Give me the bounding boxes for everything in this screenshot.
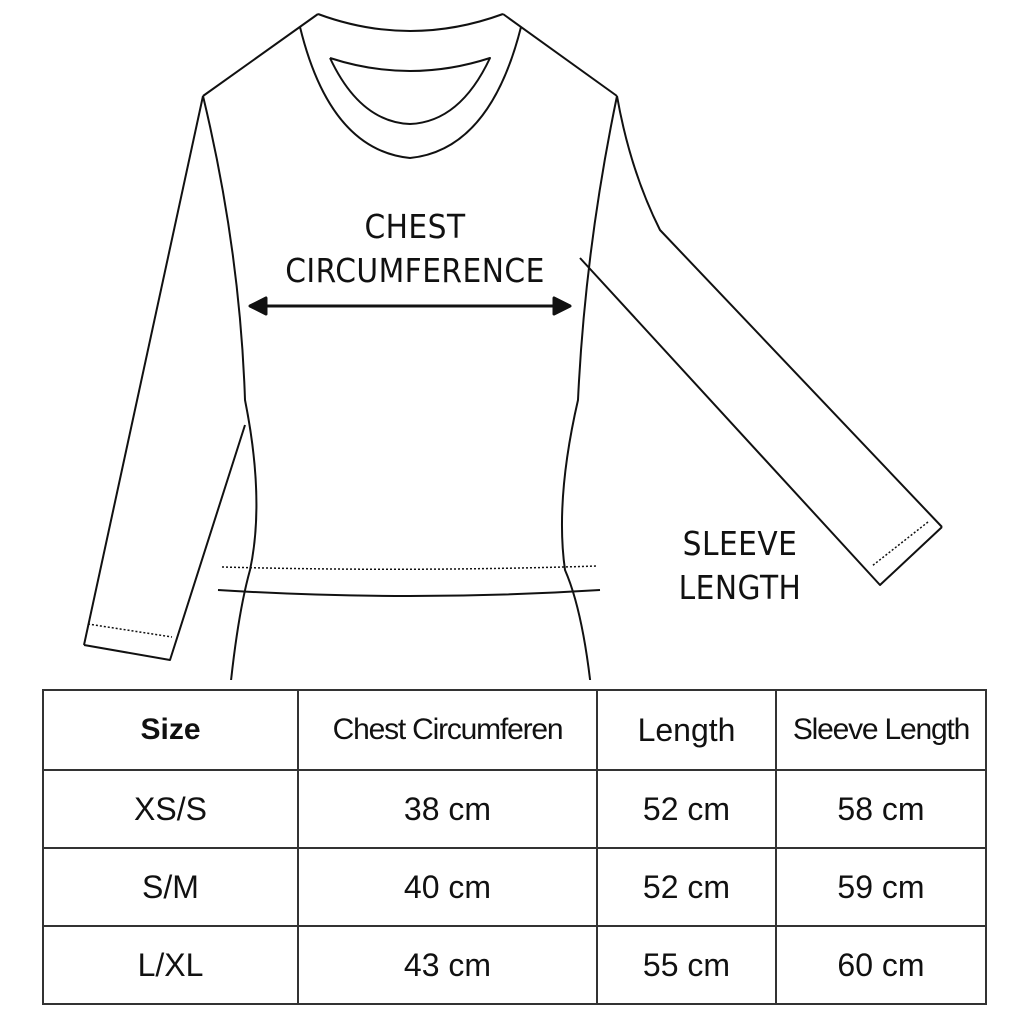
shoulder-left: [202, 13, 319, 97]
body-right-side: [560, 95, 618, 680]
right-sleeve-outer: [616, 95, 943, 528]
size-table: Size Chest Circumferen Length Sleeve Len…: [42, 689, 987, 1005]
cell-chest: 43 cm: [297, 925, 598, 1005]
cell-sleeve: 60 cm: [775, 925, 987, 1005]
chest-arrow: [248, 296, 572, 316]
cell-sleeve: 58 cm: [775, 769, 987, 849]
sleeve-label-line1: SLEEVE: [682, 524, 798, 563]
sleeve-label-line2: LENGTH: [678, 568, 802, 607]
header-chest: Chest Circumferen: [297, 689, 598, 771]
table-header-row: Size Chest Circumferen Length Sleeve Len…: [42, 689, 987, 771]
cell-sleeve: 59 cm: [775, 847, 987, 927]
cell-size: L/XL: [42, 925, 299, 1005]
shirt-outline: [83, 13, 943, 680]
chest-label-line2: CIRCUMFERENCE: [285, 251, 545, 290]
right-sleeve-cuff: [579, 257, 943, 586]
shoulder-right: [502, 13, 618, 97]
cell-chest: 38 cm: [297, 769, 598, 849]
header-size: Size: [42, 689, 299, 771]
left-sleeve-outer: [83, 95, 204, 646]
collar: [299, 13, 522, 159]
cell-length: 52 cm: [596, 769, 777, 849]
header-sleeve-length: Sleeve Length: [775, 689, 987, 771]
left-cuff-stitch: [87, 623, 173, 638]
left-sleeve-cuff: [83, 424, 246, 661]
cell-size: S/M: [42, 847, 299, 927]
chest-label-line1: CHEST: [364, 207, 466, 246]
table-row: S/M 40 cm 52 cm 59 cm: [42, 847, 987, 927]
table-row: L/XL 43 cm 55 cm 60 cm: [42, 925, 987, 1005]
chest-circumference-label: CHEST CIRCUMFERENCE: [267, 205, 564, 293]
header-length: Length: [596, 689, 777, 771]
cell-size: XS/S: [42, 769, 299, 849]
body-left-side: [202, 95, 258, 680]
table-row: XS/S 38 cm 52 cm 58 cm: [42, 769, 987, 849]
hem-stitch: [221, 565, 598, 571]
cell-length: 52 cm: [596, 847, 777, 927]
cell-length: 55 cm: [596, 925, 777, 1005]
cell-chest: 40 cm: [297, 847, 598, 927]
right-cuff-stitch: [871, 521, 929, 567]
sleeve-length-label: SLEEVE LENGTH: [650, 522, 830, 610]
hem: [217, 589, 601, 597]
